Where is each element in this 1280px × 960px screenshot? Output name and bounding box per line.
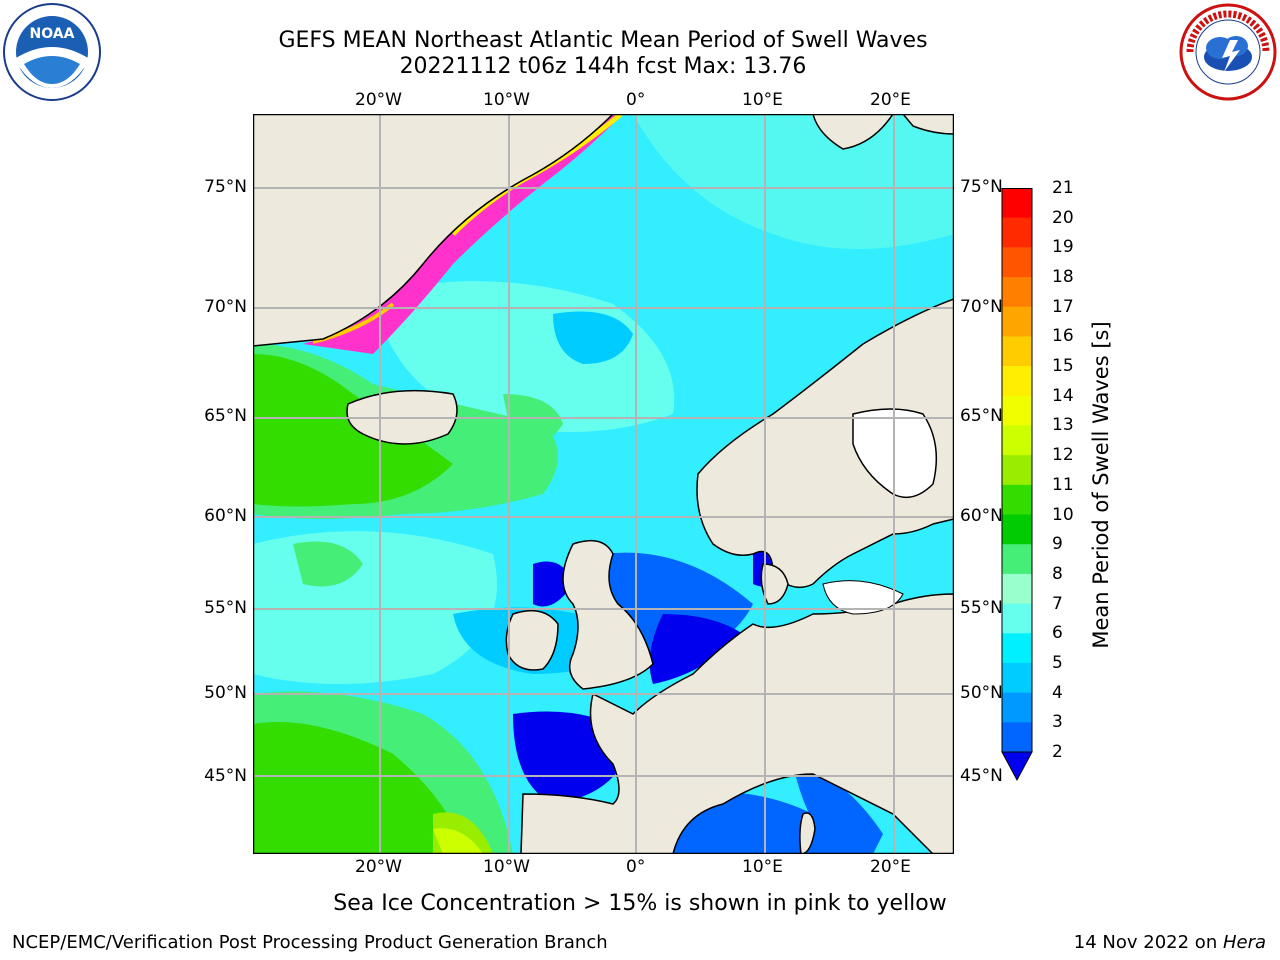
lat-label-right-45n: 45°N bbox=[960, 766, 1003, 786]
colorbar-tick-label: 21 bbox=[1052, 178, 1074, 198]
colorbar-swatch bbox=[1002, 306, 1032, 337]
colorbar-tick-label: 17 bbox=[1052, 296, 1074, 317]
colorbar-swatch bbox=[1002, 484, 1032, 516]
colorbar-swatch bbox=[1002, 425, 1032, 456]
lon-label-top-0: 0° bbox=[626, 90, 646, 110]
lat-label-left-70n: 70°N bbox=[204, 297, 247, 317]
chart-subtitle: 20221112 t06z 144h fcst Max: 13.76 bbox=[399, 54, 807, 79]
colorbar-swatch bbox=[1002, 455, 1032, 486]
lon-label-top-10w: 10°W bbox=[483, 90, 530, 110]
colorbar-swatches bbox=[1001, 188, 1033, 782]
colorbar-swatch bbox=[1002, 544, 1032, 575]
lat-label-right-50n: 50°N bbox=[960, 683, 1003, 703]
lon-label-top-10e: 10°E bbox=[742, 90, 783, 110]
map-panel bbox=[252, 112, 955, 855]
colorbar-tick-label: 4 bbox=[1052, 682, 1063, 703]
lon-label-bottom-20e: 20°E bbox=[870, 857, 911, 877]
colorbar bbox=[1000, 188, 1036, 788]
colorbar-tick-label: 18 bbox=[1052, 267, 1074, 288]
lon-label-bottom-10e: 10°E bbox=[742, 857, 783, 877]
colorbar-swatch bbox=[1002, 514, 1032, 545]
colorbar-tick-label: 3 bbox=[1052, 712, 1063, 733]
colorbar-tick-label: 15 bbox=[1052, 356, 1074, 377]
lat-label-left-60n: 60°N bbox=[204, 506, 247, 526]
colorbar-tick-label: 20 bbox=[1052, 207, 1074, 228]
noaa-logo-text: NOAA bbox=[30, 26, 75, 42]
lat-label-left-75n: 75°N bbox=[204, 177, 247, 197]
colorbar-tick-label: 11 bbox=[1052, 474, 1074, 495]
lat-label-right-60n: 60°N bbox=[960, 506, 1003, 526]
noaa-logo: NOAA bbox=[2, 2, 102, 102]
colorbar-swatch bbox=[1002, 188, 1032, 219]
colorbar-swatch bbox=[1002, 217, 1032, 248]
footer-host: Hera bbox=[1222, 932, 1266, 953]
lat-label-right-75n: 75°N bbox=[960, 177, 1003, 197]
colorbar-tick-label: 13 bbox=[1052, 415, 1074, 436]
chart-title: GEFS MEAN Northeast Atlantic Mean Period… bbox=[278, 28, 928, 53]
footer-branch: NCEP/EMC/Verification Post Processing Pr… bbox=[12, 932, 608, 953]
lat-label-right-70n: 70°N bbox=[960, 297, 1003, 317]
colorbar-tick-label: 10 bbox=[1052, 504, 1074, 525]
colorbar-tick-label: 16 bbox=[1052, 326, 1074, 347]
colorbar-extend-arrow bbox=[1001, 751, 1033, 782]
footer-date-text: 14 Nov 2022 on bbox=[1073, 932, 1223, 953]
colorbar-swatch bbox=[1002, 662, 1032, 694]
lat-label-left-50n: 50°N bbox=[204, 683, 247, 703]
colorbar-swatch bbox=[1002, 277, 1032, 308]
footer-date: 14 Nov 2022 on Hera bbox=[1074, 932, 1266, 953]
lon-label-bottom-10w: 10°W bbox=[483, 857, 530, 877]
colorbar-swatch bbox=[1002, 247, 1032, 278]
colorbar-tick-label: 2 bbox=[1052, 742, 1063, 762]
colorbar-label-wrap: Mean Period of Swell Waves [s] bbox=[1086, 321, 1116, 648]
colorbar-swatch bbox=[1002, 603, 1032, 634]
colorbar-swatch bbox=[1002, 633, 1032, 664]
lat-label-right-65n: 65°N bbox=[960, 406, 1003, 426]
lon-label-top-20w: 20°W bbox=[355, 90, 402, 110]
colorbar-swatch bbox=[1002, 722, 1032, 753]
lat-label-left-45n: 45°N bbox=[204, 766, 247, 786]
colorbar-label: Mean Period of Swell Waves [s] bbox=[1089, 321, 1113, 649]
colorbar-tick-label: 8 bbox=[1052, 563, 1063, 584]
lon-label-bottom-20w: 20°W bbox=[355, 857, 402, 877]
colorbar-tick-label: 9 bbox=[1052, 534, 1063, 555]
nws-logo bbox=[1178, 2, 1278, 102]
colorbar-tick-label: 14 bbox=[1052, 385, 1074, 406]
lon-label-top-20e: 20°E bbox=[870, 90, 911, 110]
colorbar-swatch bbox=[1002, 336, 1032, 367]
swell-period-map bbox=[252, 112, 955, 855]
colorbar-tick-label: 7 bbox=[1052, 593, 1063, 614]
lat-label-left-65n: 65°N bbox=[204, 406, 247, 426]
lat-label-right-55n: 55°N bbox=[960, 598, 1003, 618]
colorbar-frame bbox=[1001, 188, 1033, 753]
sea-ice-note: Sea Ice Concentration > 15% is shown in … bbox=[333, 891, 947, 916]
colorbar-tick-label: 5 bbox=[1052, 652, 1063, 673]
colorbar-tick-label: 6 bbox=[1052, 623, 1063, 644]
colorbar-swatch bbox=[1002, 366, 1032, 397]
colorbar-ticks: 21 20 19 18 17 16 15 14 13 12 11 10 9 8 7 6 5 4 3 2 bbox=[1046, 178, 1106, 778]
colorbar-tick-label: 19 bbox=[1052, 237, 1074, 258]
colorbar-swatch bbox=[1002, 573, 1032, 605]
lat-label-left-55n: 55°N bbox=[204, 598, 247, 618]
colorbar-tick-label: 12 bbox=[1052, 445, 1074, 466]
colorbar-swatch bbox=[1002, 395, 1032, 426]
lon-label-bottom-0: 0° bbox=[626, 857, 646, 877]
colorbar-swatch bbox=[1002, 692, 1032, 723]
